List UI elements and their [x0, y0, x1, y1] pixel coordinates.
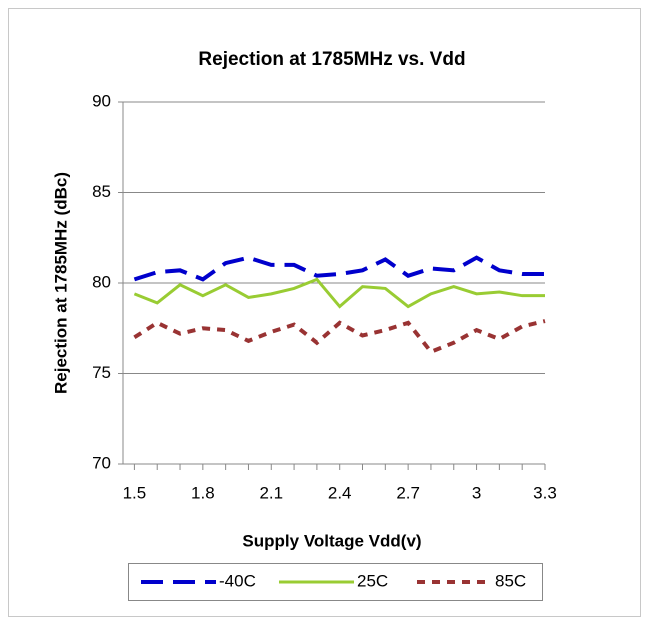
series-line — [133, 255, 545, 282]
y-tick-label: 90 — [92, 91, 111, 110]
x-tick-label: 1.5 — [123, 483, 147, 502]
x-tick-label: 2.7 — [396, 483, 420, 502]
x-tick-label: 2.4 — [328, 483, 352, 502]
y-tick-label: 70 — [92, 453, 111, 472]
legend-label: -40C — [219, 571, 256, 590]
x-tick-label: 3.3 — [533, 483, 557, 502]
x-tick-label: 2.1 — [259, 483, 283, 502]
chart-title: Rejection at 1785MHz vs. Vdd — [198, 49, 465, 70]
y-tick-label: 75 — [92, 363, 111, 382]
y-tick-label: 85 — [92, 182, 111, 201]
y-axis-title: Rejection at 1785MHz (dBc) — [51, 172, 70, 394]
legend-box — [128, 563, 543, 601]
legend-label: 25C — [357, 571, 388, 590]
x-axis-title: Supply Voltage Vdd(v) — [242, 531, 421, 550]
x-tick-label: 1.8 — [191, 483, 215, 502]
series-line — [133, 319, 546, 355]
x-tick-label: 3 — [472, 483, 481, 502]
series-line — [133, 277, 545, 309]
y-tick-label: 80 — [92, 272, 111, 291]
chart-frame — [8, 8, 641, 617]
legend-label: 85C — [495, 571, 526, 590]
